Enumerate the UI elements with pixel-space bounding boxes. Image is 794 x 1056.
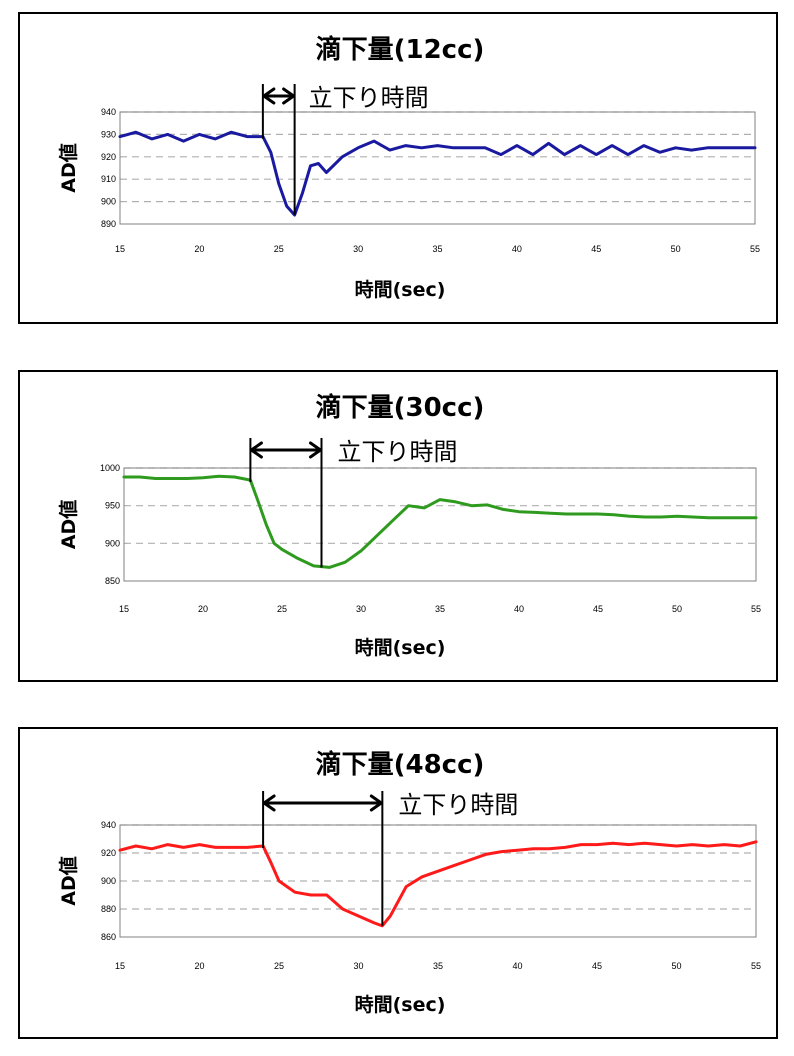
y-tick-label: 860: [101, 932, 116, 942]
x-tick-label: 45: [591, 244, 601, 254]
x-tick-label: 50: [672, 604, 682, 614]
fall-time-annotation: 立下り時間: [309, 84, 429, 112]
y-tick-label: 880: [101, 904, 116, 914]
x-axis-label: 時間(sec): [355, 279, 446, 301]
y-tick-label: 900: [105, 538, 120, 548]
y-tick-label: 920: [101, 152, 116, 162]
arrow-head-left: [262, 794, 276, 812]
data-line: [118, 840, 758, 928]
x-tick-label: 40: [514, 604, 524, 614]
arrow-head-right: [309, 441, 322, 459]
x-axis-label: 時間(sec): [355, 994, 446, 1016]
data-line: [122, 474, 758, 569]
x-tick-label: 30: [356, 604, 366, 614]
x-tick-label: 15: [119, 604, 129, 614]
x-tick-label: 35: [432, 244, 442, 254]
plot-area-frame: [123, 467, 757, 582]
y-axis-label: AD値: [58, 856, 80, 905]
y-axis-label: AD値: [58, 143, 80, 192]
chart-panel-12cc: 滴下量(12cc) 890 900 910 920 930 940 15 20 25 30 35 40 4…: [18, 12, 778, 324]
x-tick-label: 30: [353, 961, 363, 971]
fall-time-annotation: 立下り時間: [398, 791, 518, 819]
x-tick-label: 30: [353, 244, 363, 254]
x-tick-label: 40: [512, 244, 522, 254]
y-tick-label: 940: [101, 820, 116, 830]
x-tick-label: 20: [194, 244, 204, 254]
arrow-head-right: [282, 87, 296, 105]
x-axis-label: 時間(sec): [355, 637, 446, 659]
chart-title: 滴下量(12cc): [316, 34, 485, 65]
x-tick-label: 45: [593, 604, 603, 614]
y-tick-label: 900: [101, 197, 116, 207]
y-tick-label: 940: [101, 107, 116, 117]
chart-svg-30cc: 滴下量(30cc) 850 900 950 1000 15 20 25 30 35 40 45 50 55…: [58, 392, 761, 659]
y-tick-label: 920: [101, 848, 116, 858]
x-tick-label: 55: [751, 604, 761, 614]
y-tick-label: 1000: [100, 463, 120, 473]
x-tick-label: 35: [435, 604, 445, 614]
chart-svg-12cc: 滴下量(12cc) 890 900 910 920 930 940 15 20 25 30 35 40 4…: [58, 34, 760, 301]
arrow-head-left: [262, 87, 276, 105]
x-tick-label: 35: [433, 961, 443, 971]
x-tick-label: 25: [277, 604, 287, 614]
y-tick-label: 950: [105, 501, 120, 511]
x-tick-label: 50: [671, 244, 681, 254]
chart-panel-48cc: 滴下量(48cc) 860 880 900 920 940 15 20 25 30 35 40 45 50…: [18, 727, 778, 1039]
arrow-head-right: [369, 794, 383, 812]
x-tick-label: 45: [592, 961, 602, 971]
x-tick-label: 55: [751, 961, 761, 971]
x-tick-label: 25: [274, 961, 284, 971]
chart-title: 滴下量(48cc): [316, 749, 485, 780]
data-line: [118, 130, 757, 217]
y-tick-label: 930: [101, 129, 116, 139]
x-tick-label: 25: [274, 244, 284, 254]
chart-title: 滴下量(30cc): [316, 392, 485, 423]
chart-svg-48cc: 滴下量(48cc) 860 880 900 920 940 15 20 25 30 35 40 45 50…: [58, 749, 761, 1016]
y-tick-label: 900: [101, 876, 116, 886]
chart-panel-30cc: 滴下量(30cc) 850 900 950 1000 15 20 25 30 35 40 45 50 55…: [18, 370, 778, 682]
arrow-head-left: [249, 441, 263, 459]
fall-time-annotation: 立下り時間: [338, 438, 458, 466]
x-tick-label: 20: [198, 604, 208, 614]
x-tick-label: 40: [512, 961, 522, 971]
x-tick-label: 15: [115, 961, 125, 971]
x-tick-label: 55: [750, 244, 760, 254]
x-tick-label: 50: [671, 961, 681, 971]
x-tick-label: 20: [194, 961, 204, 971]
x-tick-label: 15: [115, 244, 125, 254]
y-tick-label: 890: [101, 219, 116, 229]
plot-area-frame: [119, 824, 757, 938]
y-axis-label: AD値: [58, 500, 80, 549]
y-tick-label: 850: [105, 576, 120, 586]
y-tick-label: 910: [101, 174, 116, 184]
plot-area-frame: [119, 111, 756, 225]
